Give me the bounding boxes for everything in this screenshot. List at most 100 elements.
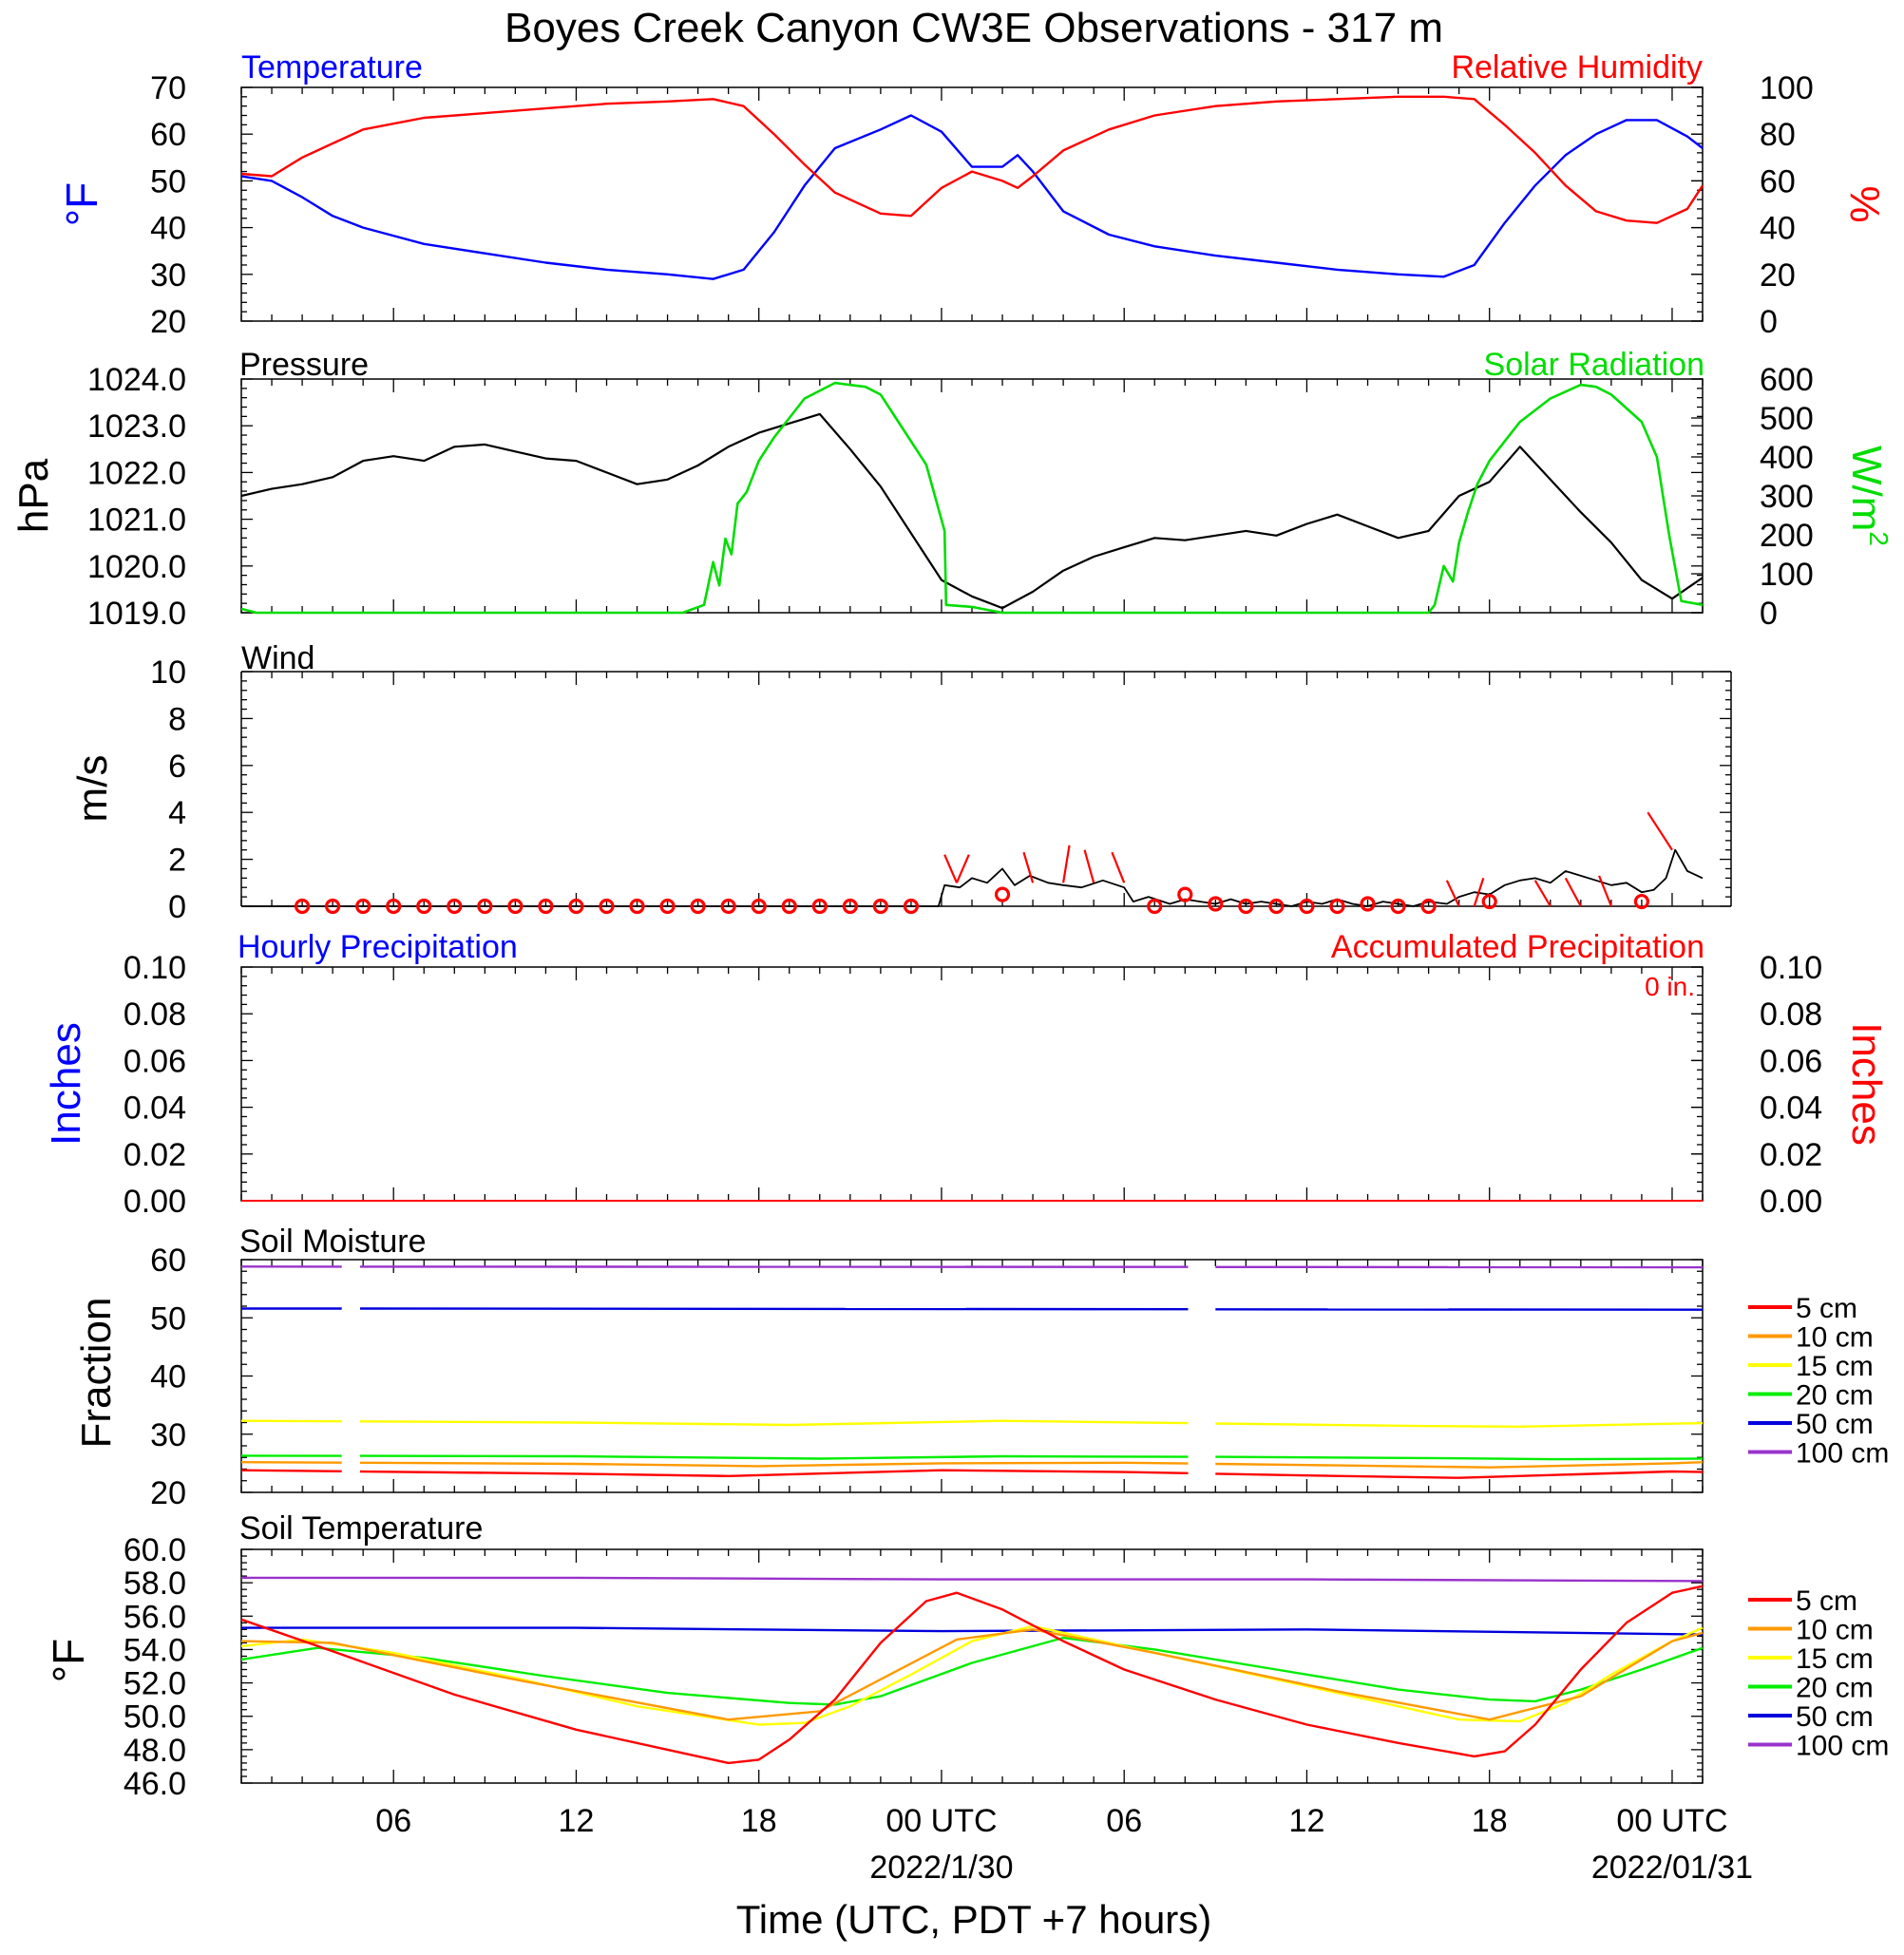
y-tick-label: 20 (150, 1475, 186, 1511)
calm-wind-marker (872, 898, 888, 915)
pressure-solar-panel: Pressure Solar Radiation hPa W/m2 1024.0… (10, 347, 1894, 632)
x-tick-labels: 06 12 18 00 UTC 06 12 18 00 UTC (375, 1803, 1727, 1839)
wind-barb (955, 854, 970, 883)
pressure-axis-label: hPa (10, 458, 57, 533)
wind-barb (1647, 811, 1673, 851)
wind-barb (1533, 880, 1552, 907)
soil-moisture-series-line (359, 1454, 1189, 1460)
accum-precip-title: Accumulated Precipitation (1331, 929, 1704, 965)
x-tick-label: 12 (1289, 1803, 1325, 1839)
soil-temperature-series-line (240, 1628, 1704, 1721)
wind-title: Wind (241, 640, 314, 676)
legend-label: 5 cm (1796, 1585, 1857, 1617)
calm-wind-marker (994, 886, 1011, 902)
y-tick-label: 1022.0 (87, 455, 186, 491)
y-tick-label: 1024.0 (87, 362, 186, 398)
y-tick-label: 60 (1760, 163, 1796, 199)
y-tick-label: 58.0 (124, 1566, 186, 1602)
calm-wind-marker (1329, 898, 1345, 915)
calm-wind-marker (325, 898, 341, 915)
y-tick-label: 20 (150, 304, 186, 340)
humidity-axis-label: % (1841, 185, 1888, 222)
y-tick-label: 0.10 (124, 950, 186, 986)
y-tick-label: 40 (1760, 211, 1796, 247)
soil-moisture-series-line (240, 1460, 342, 1464)
y-tick-label: 60 (150, 117, 186, 153)
wind-barb (1564, 877, 1582, 907)
soil-moisture-series-line (1215, 1455, 1704, 1461)
y-tick-label: 0.04 (124, 1091, 186, 1127)
y-tick-label: 6 (168, 749, 186, 785)
solar-title: Solar Radiation (1484, 347, 1704, 383)
calm-wind-marker (1268, 898, 1285, 915)
temperature-humidity-frame (240, 86, 1704, 322)
soil-moisture-series-line (1215, 1461, 1704, 1469)
y-tick-label: 1021.0 (87, 503, 186, 539)
calm-wind-marker (1481, 893, 1497, 910)
pressure-solar-lines (240, 381, 1704, 615)
temperature-title: Temperature (241, 49, 423, 85)
y-tick-label: 56.0 (124, 1599, 186, 1635)
wind-barb (1111, 851, 1126, 883)
calm-wind-marker (416, 898, 432, 915)
soil-moisture-lines (240, 1265, 1704, 1479)
soil-moisture-series-line (240, 1419, 342, 1423)
y-tick-label: 500 (1760, 401, 1814, 437)
soil-moisture-series-line (359, 1307, 1189, 1311)
soil-temperature-lines (240, 1576, 1704, 1765)
y-tick-label: 46.0 (124, 1766, 186, 1802)
soil-moisture-tick-labels: 60 50 40 30 20 (150, 1243, 186, 1511)
calm-wind-marker (781, 898, 797, 915)
x-tick-label: 06 (375, 1803, 411, 1839)
date-label: 2022/1/30 (869, 1850, 1013, 1886)
calm-wind-marker (1360, 896, 1376, 912)
calm-wind-marker (1390, 898, 1406, 915)
humidity-tick-labels: 100 80 60 40 20 0 (1760, 70, 1814, 340)
soil-moisture-series-line (359, 1461, 1189, 1468)
date-labels: 2022/1/30 2022/01/31 (869, 1850, 1753, 1886)
calm-wind-marker (355, 898, 371, 915)
x-tick-label: 18 (1472, 1803, 1508, 1839)
y-tick-label: 0.08 (1760, 996, 1822, 1033)
legend-label: 20 cm (1796, 1673, 1874, 1704)
legend-label: 10 cm (1796, 1322, 1874, 1354)
soil-temperature-panel: Soil Temperature °F 60.058.056.054.052.0… (44, 1510, 1889, 1802)
soil-moisture-series-line (1215, 1470, 1704, 1479)
y-tick-label: 8 (168, 701, 186, 737)
calm-wind-marker (599, 898, 615, 915)
y-tick-label: 54.0 (124, 1632, 186, 1668)
figure-title: Boyes Creek Canyon CW3E Observations - 3… (505, 5, 1443, 51)
y-tick-label: 70 (150, 70, 186, 106)
calm-wind-marker (507, 898, 524, 915)
solar-axis-label: W/m2 (1843, 446, 1894, 546)
legend-label: 100 cm (1796, 1731, 1889, 1762)
y-tick-label: 50 (150, 163, 186, 199)
precipitation-frame (240, 966, 1704, 1202)
precipitation-grid (240, 966, 1704, 1202)
wind-barb (1022, 851, 1035, 883)
legend-label: 15 cm (1796, 1643, 1874, 1675)
temperature-axis-label: °F (57, 182, 106, 227)
y-tick-label: 52.0 (124, 1666, 186, 1702)
y-tick-label: 100 (1760, 70, 1814, 106)
temperature-tick-labels: 70 60 50 40 30 20 (150, 70, 186, 340)
y-tick-label: 80 (1760, 117, 1796, 153)
accum-precip-tick-labels: 0.10 0.08 0.06 0.04 0.02 0.00 (1760, 950, 1822, 1220)
legend-label: 5 cm (1796, 1293, 1857, 1324)
y-tick-label: 60.0 (124, 1532, 186, 1568)
humidity-series-line (240, 95, 1704, 224)
y-tick-label: 50.0 (124, 1699, 186, 1736)
accum-precip-total: 0 in. (1645, 972, 1695, 1001)
y-tick-label: 0 (168, 889, 186, 925)
wind-barb (1062, 845, 1071, 883)
calm-wind-marker (659, 898, 676, 915)
x-tick-label: 00 UTC (885, 1803, 997, 1839)
soil-temperature-series-line (240, 1636, 1704, 1706)
calm-wind-marker (447, 898, 463, 915)
legend-label: 50 cm (1796, 1701, 1874, 1733)
soil-temperature-series-line (241, 1576, 1704, 1583)
wind-barb (943, 854, 958, 883)
legend-label: 100 cm (1796, 1438, 1889, 1470)
